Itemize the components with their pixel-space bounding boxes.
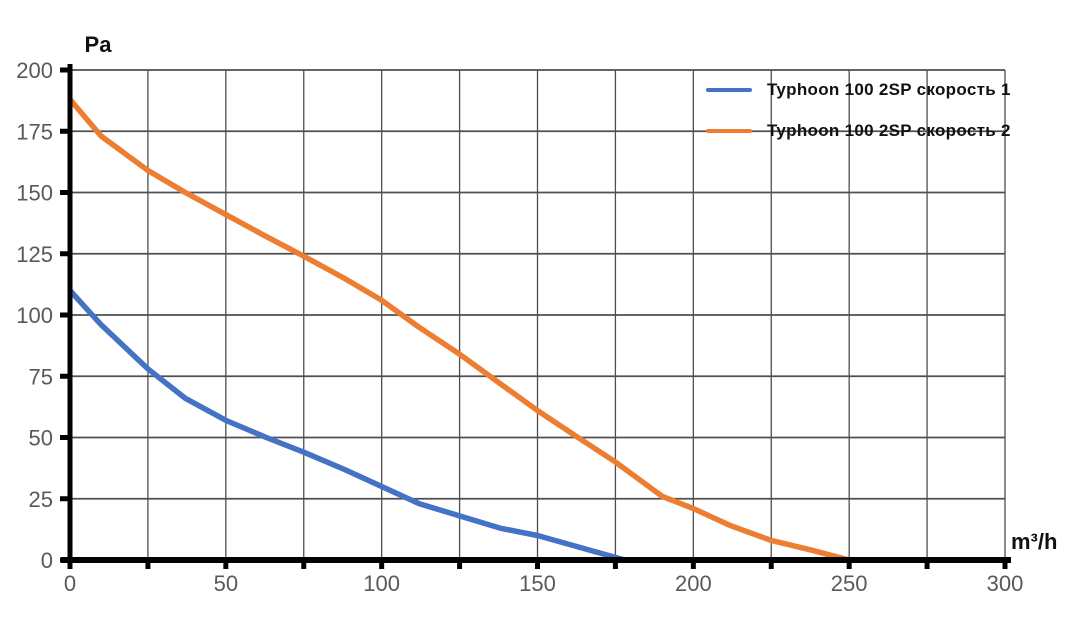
legend-line-swatch-speed-2 xyxy=(706,129,752,133)
y-axis-unit-label: Pa xyxy=(85,32,113,57)
x-tick-label-200: 200 xyxy=(675,571,712,596)
y-tick-label-25: 25 xyxy=(29,487,53,512)
x-tick-label-300: 300 xyxy=(987,571,1024,596)
x-tick-label-100: 100 xyxy=(363,571,400,596)
series-line-speed-2 xyxy=(67,96,852,563)
legend-item-speed-2: Typhoon 100 2SP скорость 2 xyxy=(706,120,1011,142)
axes-group xyxy=(60,64,1011,569)
legend-label-speed-1: Typhoon 100 2SP скорость 1 xyxy=(767,80,1011,99)
gridlines-group xyxy=(70,69,1006,560)
legend-item-speed-1: Typhoon 100 2SP скорость 1 xyxy=(706,79,1011,101)
legend-line-swatch-speed-1 xyxy=(706,88,752,92)
y-tick-label-150: 150 xyxy=(16,181,53,206)
x-axis-unit-label: m³/h xyxy=(1011,529,1057,554)
legend: Typhoon 100 2SP скорость 1 Typhoon 100 2… xyxy=(706,79,1011,142)
y-tick-label-200: 200 xyxy=(16,58,53,83)
tick-labels-group: 0 50 100 150 200 250 300 0 25 50 75 100 125 150 175 200 xyxy=(16,58,1023,596)
y-tick-label-75: 75 xyxy=(29,364,53,389)
y-tick-label-50: 50 xyxy=(29,426,53,451)
y-tick-label-100: 100 xyxy=(16,303,53,328)
x-tick-label-150: 150 xyxy=(519,571,556,596)
y-tick-label-175: 175 xyxy=(16,119,53,144)
y-tick-label-125: 125 xyxy=(16,242,53,267)
series-line-speed-1 xyxy=(67,287,628,563)
legend-label-speed-2: Typhoon 100 2SP скорость 2 xyxy=(767,121,1011,140)
x-tick-label-0: 0 xyxy=(64,571,76,596)
x-tick-label-250: 250 xyxy=(831,571,868,596)
y-tick-label-0: 0 xyxy=(41,548,53,573)
series-group xyxy=(67,96,852,563)
x-tick-label-50: 50 xyxy=(214,571,238,596)
